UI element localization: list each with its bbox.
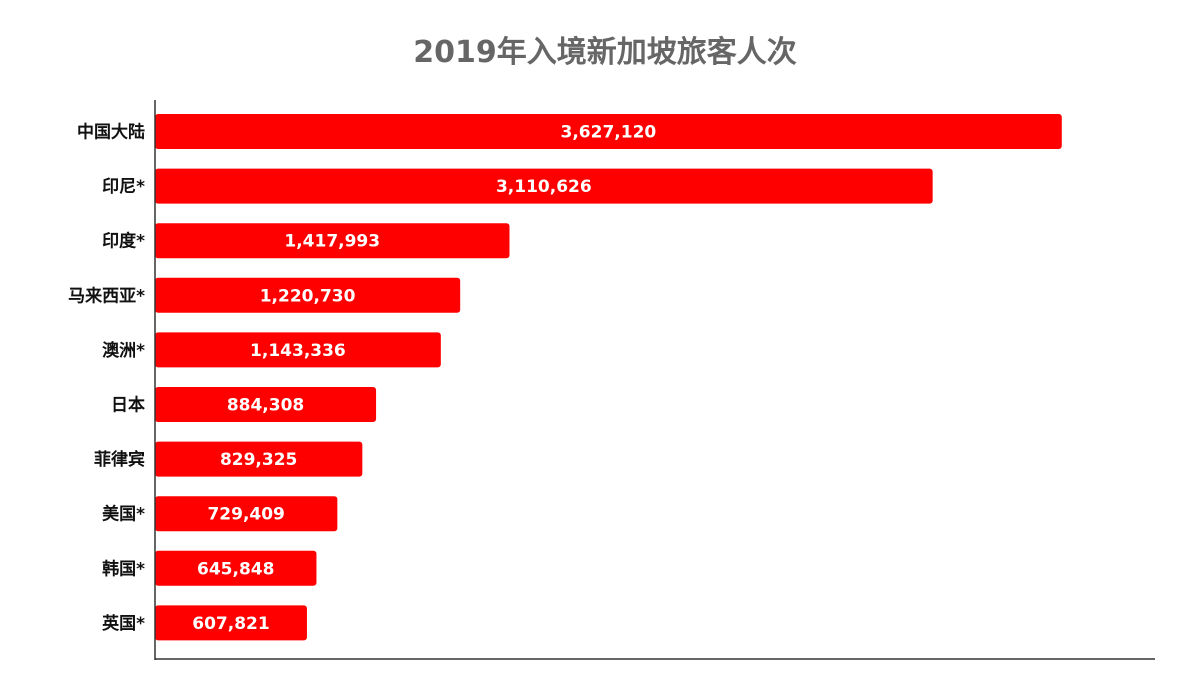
category-label-5: 日本 — [111, 395, 145, 416]
value-label-4: 1,143,336 — [250, 341, 346, 361]
category-label-3: 马来西亚* — [68, 285, 145, 306]
bar-7 — [155, 496, 338, 532]
bar-6 — [155, 441, 363, 477]
category-label-2: 印度* — [102, 231, 145, 252]
value-label-7: 729,409 — [207, 505, 284, 525]
labels-layer: 中国大陆 3,627,120 印尼* 3,110,626 印度* 1,417,993 马来西… — [68, 122, 656, 634]
category-label-9: 英国* — [102, 613, 145, 634]
value-label-2: 1,417,993 — [284, 232, 380, 252]
value-label-5: 884,308 — [227, 396, 304, 416]
value-label-3: 1,220,730 — [260, 286, 356, 306]
bar-1 — [155, 168, 933, 204]
value-label-9: 607,821 — [192, 614, 269, 634]
bar-2 — [155, 223, 510, 259]
category-label-1: 印尼* — [102, 177, 145, 197]
bars-layer — [155, 114, 1062, 641]
bar-5 — [155, 387, 377, 422]
category-label-4: 澳洲* — [102, 340, 145, 361]
bar-9 — [155, 605, 307, 641]
category-label-0: 中国大陆 — [77, 122, 145, 143]
value-label-1: 3,110,626 — [496, 177, 592, 197]
bar-8 — [155, 550, 317, 586]
value-label-0: 3,627,120 — [561, 123, 657, 143]
value-label-6: 829,325 — [220, 450, 297, 470]
category-label-7: 美国* — [102, 504, 145, 525]
bar-0 — [155, 114, 1062, 149]
category-label-8: 韩国* — [102, 558, 145, 579]
value-label-8: 645,848 — [197, 559, 274, 579]
chart-title: 2019年入境新加坡旅客人次 — [413, 35, 797, 70]
bar-4 — [155, 332, 441, 368]
category-label-6: 菲律宾 — [94, 449, 145, 470]
bar-3 — [155, 277, 461, 313]
